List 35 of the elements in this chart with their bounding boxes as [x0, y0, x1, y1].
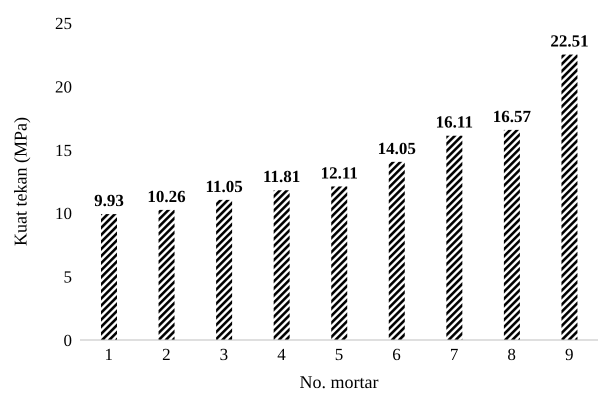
bar — [274, 190, 290, 340]
bar — [388, 162, 405, 340]
x-tick-label: 6 — [392, 345, 401, 364]
y-axis-title: Kuat tekan (MPa) — [10, 117, 30, 246]
bar — [331, 186, 348, 340]
bar — [561, 54, 578, 340]
x-tick-label: 3 — [220, 345, 228, 364]
x-tick-label: 4 — [277, 345, 286, 364]
x-tick-label: 1 — [104, 345, 114, 364]
y-tick-label: 10 — [55, 204, 72, 224]
bar — [446, 136, 462, 340]
data-label: 16.11 — [436, 112, 473, 132]
bar — [216, 200, 232, 340]
data-label: 16.57 — [492, 106, 532, 126]
x-tick-label: 8 — [507, 345, 516, 364]
data-label: 14.05 — [378, 138, 416, 158]
x-tick-label: 9 — [564, 345, 574, 364]
data-label: 22.51 — [550, 32, 589, 51]
bar — [504, 130, 520, 340]
y-tick-label: 5 — [64, 268, 72, 287]
data-label: 10.26 — [147, 186, 186, 206]
x-axis-title: No. mortar — [300, 372, 378, 392]
y-tick-label: 15 — [55, 140, 72, 160]
bar — [158, 210, 175, 340]
y-tick-label: 25 — [55, 14, 72, 34]
x-tick-label: 2 — [162, 345, 171, 364]
data-label: 12.11 — [320, 163, 358, 182]
y-tick-label: 20 — [55, 77, 72, 96]
y-tick-label: 0 — [64, 331, 72, 350]
data-label: 9.93 — [94, 191, 124, 210]
x-tick-label: 5 — [334, 345, 344, 364]
bar — [101, 214, 117, 340]
x-tick-label: 7 — [450, 345, 459, 364]
data-label: 11.05 — [205, 176, 243, 196]
data-label: 11.81 — [263, 167, 300, 186]
